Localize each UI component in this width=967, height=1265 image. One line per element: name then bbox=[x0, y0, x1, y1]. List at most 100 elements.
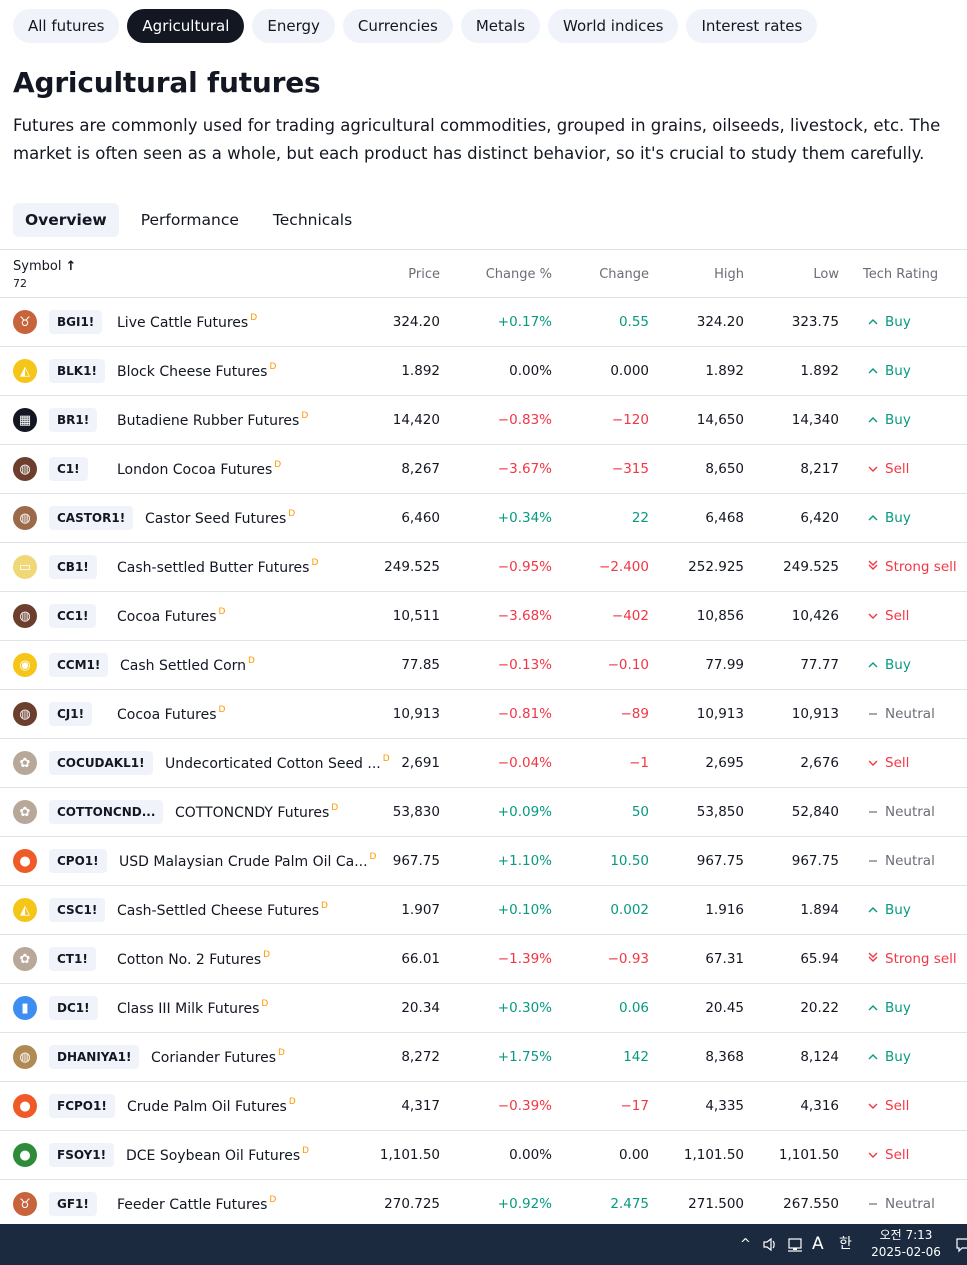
tech-rating[interactable]: Sell bbox=[866, 1131, 909, 1179]
ime-mode-indicator[interactable]: A bbox=[812, 1234, 824, 1254]
table-row[interactable]: ▦ BR1! Butadiene Rubber Futures D 14,420 −0.8… bbox=[0, 396, 967, 445]
notification-icon[interactable] bbox=[956, 1224, 967, 1265]
ticker-badge[interactable]: CPO1! bbox=[49, 849, 107, 873]
category-tab[interactable]: Metals bbox=[460, 9, 541, 43]
column-header-change[interactable]: Change bbox=[599, 267, 649, 282]
instrument-name[interactable]: Cotton No. 2 Futures D bbox=[117, 935, 270, 987]
instrument-name[interactable]: Castor Seed Futures D bbox=[145, 494, 295, 546]
table-row[interactable]: ● FSOY1! DCE Soybean Oil Futures D 1,101.50 0… bbox=[0, 1131, 967, 1180]
tech-rating[interactable]: Buy bbox=[866, 641, 911, 689]
table-row[interactable]: ▭ CB1! Cash-settled Butter Futures D 249.525… bbox=[0, 543, 967, 592]
category-tab[interactable]: All futures bbox=[13, 9, 120, 43]
tech-rating[interactable]: Sell bbox=[866, 592, 909, 640]
tech-rating[interactable]: Sell bbox=[866, 445, 909, 493]
tech-rating[interactable]: Buy bbox=[866, 298, 911, 346]
ticker-badge[interactable]: COTTONCND... bbox=[49, 800, 164, 824]
instrument-name[interactable]: Cash-settled Butter Futures D bbox=[117, 543, 318, 595]
tech-rating[interactable]: Neutral bbox=[866, 788, 935, 836]
table-row[interactable]: ✿ COTTONCND... COTTONCNDY Futures D 53,830 +0… bbox=[0, 788, 967, 837]
tech-rating[interactable]: Buy bbox=[866, 886, 911, 934]
instrument-name[interactable]: London Cocoa Futures D bbox=[117, 445, 281, 497]
table-row[interactable]: ◭ CSC1! Cash-Settled Cheese Futures D 1.907 +… bbox=[0, 886, 967, 935]
tech-rating[interactable]: Sell bbox=[866, 739, 909, 787]
ticker-badge[interactable]: CT1! bbox=[49, 947, 96, 971]
table-row[interactable]: ✿ CT1! Cotton No. 2 Futures D 66.01 −1.39% −0.… bbox=[0, 935, 967, 984]
column-header-low[interactable]: Low bbox=[813, 267, 839, 282]
column-header-change-pct[interactable]: Change % bbox=[485, 267, 552, 282]
table-row[interactable]: ◍ DHANIYA1! Coriander Futures D 8,272 +1.75% 1… bbox=[0, 1033, 967, 1082]
table-row[interactable]: ◍ CASTOR1! Castor Seed Futures D 6,460 +0.34%… bbox=[0, 494, 967, 543]
column-header-high[interactable]: High bbox=[714, 267, 744, 282]
tray-chevron-icon[interactable]: ^ bbox=[740, 1237, 751, 1252]
tech-rating[interactable]: Neutral bbox=[866, 1180, 935, 1228]
table-row[interactable]: ● FCPO1! Crude Palm Oil Futures D 4,317 −0.39… bbox=[0, 1082, 967, 1131]
ticker-badge[interactable]: CASTOR1! bbox=[49, 506, 134, 530]
ticker-badge[interactable]: GF1! bbox=[49, 1192, 97, 1216]
ticker-badge[interactable]: COCUDAKL1! bbox=[49, 751, 153, 775]
network-icon[interactable] bbox=[787, 1224, 805, 1265]
ime-korean-indicator[interactable]: 한 bbox=[839, 1236, 852, 1252]
instrument-name[interactable]: Butadiene Rubber Futures D bbox=[117, 396, 308, 448]
instrument-name[interactable]: DCE Soybean Oil Futures D bbox=[126, 1131, 309, 1183]
table-row[interactable]: ● CPO1! USD Malaysian Crude Palm Oil Ca...… bbox=[0, 837, 967, 886]
tech-rating[interactable]: Strong sell bbox=[866, 543, 957, 591]
ticker-badge[interactable]: FSOY1! bbox=[49, 1143, 115, 1167]
table-row[interactable]: ◍ CJ1! Cocoa Futures D 10,913 −0.81% −89 10,913… bbox=[0, 690, 967, 739]
tech-rating[interactable]: Buy bbox=[866, 396, 911, 444]
tech-rating[interactable]: Buy bbox=[866, 494, 911, 542]
table-row[interactable]: ✿ COCUDAKL1! Undecorticated Cotton Seed ..… bbox=[0, 739, 967, 788]
table-row[interactable]: ▮ DC1! Class III Milk Futures D 20.34 +0.30% 0… bbox=[0, 984, 967, 1033]
instrument-name[interactable]: Undecorticated Cotton Seed ... D bbox=[165, 739, 390, 791]
table-row[interactable]: ◭ BLK1! Block Cheese Futures D 1.892 0.00% 0.0… bbox=[0, 347, 967, 396]
table-row[interactable]: ◉ CCM1! Cash Settled Corn D 77.85 −0.13% −0.10… bbox=[0, 641, 967, 690]
ticker-badge[interactable]: CSC1! bbox=[49, 898, 106, 922]
instrument-name[interactable]: Class III Milk Futures D bbox=[117, 984, 268, 1036]
view-tab[interactable]: Overview bbox=[13, 203, 119, 237]
instrument-name[interactable]: Cocoa Futures D bbox=[117, 592, 225, 644]
table-row[interactable]: ◍ C1! London Cocoa Futures D 8,267 −3.67% −315… bbox=[0, 445, 967, 494]
instrument-name[interactable]: USD Malaysian Crude Palm Oil Ca... D bbox=[119, 837, 376, 889]
instrument-name[interactable]: Live Cattle Futures D bbox=[117, 298, 257, 350]
category-tab[interactable]: Energy bbox=[252, 9, 335, 43]
ticker-badge[interactable]: DHANIYA1! bbox=[49, 1045, 140, 1069]
ticker-badge[interactable]: BLK1! bbox=[49, 359, 105, 383]
ticker-badge[interactable]: CC1! bbox=[49, 604, 97, 628]
tech-rating[interactable]: Strong sell bbox=[866, 935, 957, 983]
table-row[interactable]: ♉ BGI1! Live Cattle Futures D 324.20 +0.17% 0.… bbox=[0, 298, 967, 347]
tech-rating[interactable]: Neutral bbox=[866, 837, 935, 885]
ticker-badge[interactable]: DC1! bbox=[49, 996, 98, 1020]
category-tab[interactable]: World indices bbox=[548, 9, 679, 43]
instrument-name[interactable]: Cocoa Futures D bbox=[117, 690, 225, 742]
column-header-tech-rating[interactable]: Tech Rating bbox=[863, 267, 939, 282]
taskbar-clock[interactable]: 오전 7:13 2025-02-06 bbox=[866, 1227, 946, 1261]
instrument-name[interactable]: Crude Palm Oil Futures D bbox=[127, 1082, 296, 1134]
tech-rating[interactable]: Neutral bbox=[866, 690, 935, 738]
view-tab[interactable]: Performance bbox=[140, 211, 239, 229]
instrument-name[interactable]: Cash Settled Corn D bbox=[120, 641, 255, 693]
tech-rating[interactable]: Sell bbox=[866, 1082, 909, 1130]
instrument-name[interactable]: COTTONCNDY Futures D bbox=[175, 788, 338, 840]
instrument-name[interactable]: Feeder Cattle Futures D bbox=[117, 1180, 276, 1232]
category-tab[interactable]: Agricultural bbox=[127, 9, 245, 43]
ticker-badge[interactable]: CJ1! bbox=[49, 702, 93, 726]
ticker-badge[interactable]: CCM1! bbox=[49, 653, 109, 677]
column-header-price[interactable]: Price bbox=[408, 267, 440, 282]
ticker-badge[interactable]: BR1! bbox=[49, 408, 98, 432]
ticker-badge[interactable]: FCPO1! bbox=[49, 1094, 115, 1118]
instrument-name[interactable]: Coriander Futures D bbox=[151, 1033, 285, 1085]
table-row[interactable]: ◍ CC1! Cocoa Futures D 10,511 −3.68% −402 10,85… bbox=[0, 592, 967, 641]
tech-rating[interactable]: Buy bbox=[866, 1033, 911, 1081]
tech-rating[interactable]: Buy bbox=[866, 984, 911, 1032]
ticker-badge[interactable]: BGI1! bbox=[49, 310, 103, 334]
instrument-name[interactable]: Block Cheese Futures D bbox=[117, 347, 276, 399]
category-tab[interactable]: Currencies bbox=[342, 9, 453, 43]
ticker-badge[interactable]: CB1! bbox=[49, 555, 97, 579]
view-tab[interactable]: Technicals bbox=[272, 211, 353, 229]
ticker-badge[interactable]: C1! bbox=[49, 457, 88, 481]
table-row[interactable]: ♉ GF1! Feeder Cattle Futures D 270.725 +0.92%… bbox=[0, 1180, 967, 1229]
tech-rating[interactable]: Buy bbox=[866, 347, 911, 395]
volume-icon[interactable] bbox=[762, 1224, 778, 1265]
column-header-symbol[interactable]: Symbol ↑ bbox=[13, 259, 76, 274]
instrument-name[interactable]: Cash-Settled Cheese Futures D bbox=[117, 886, 328, 938]
category-tab[interactable]: Interest rates bbox=[686, 9, 818, 43]
